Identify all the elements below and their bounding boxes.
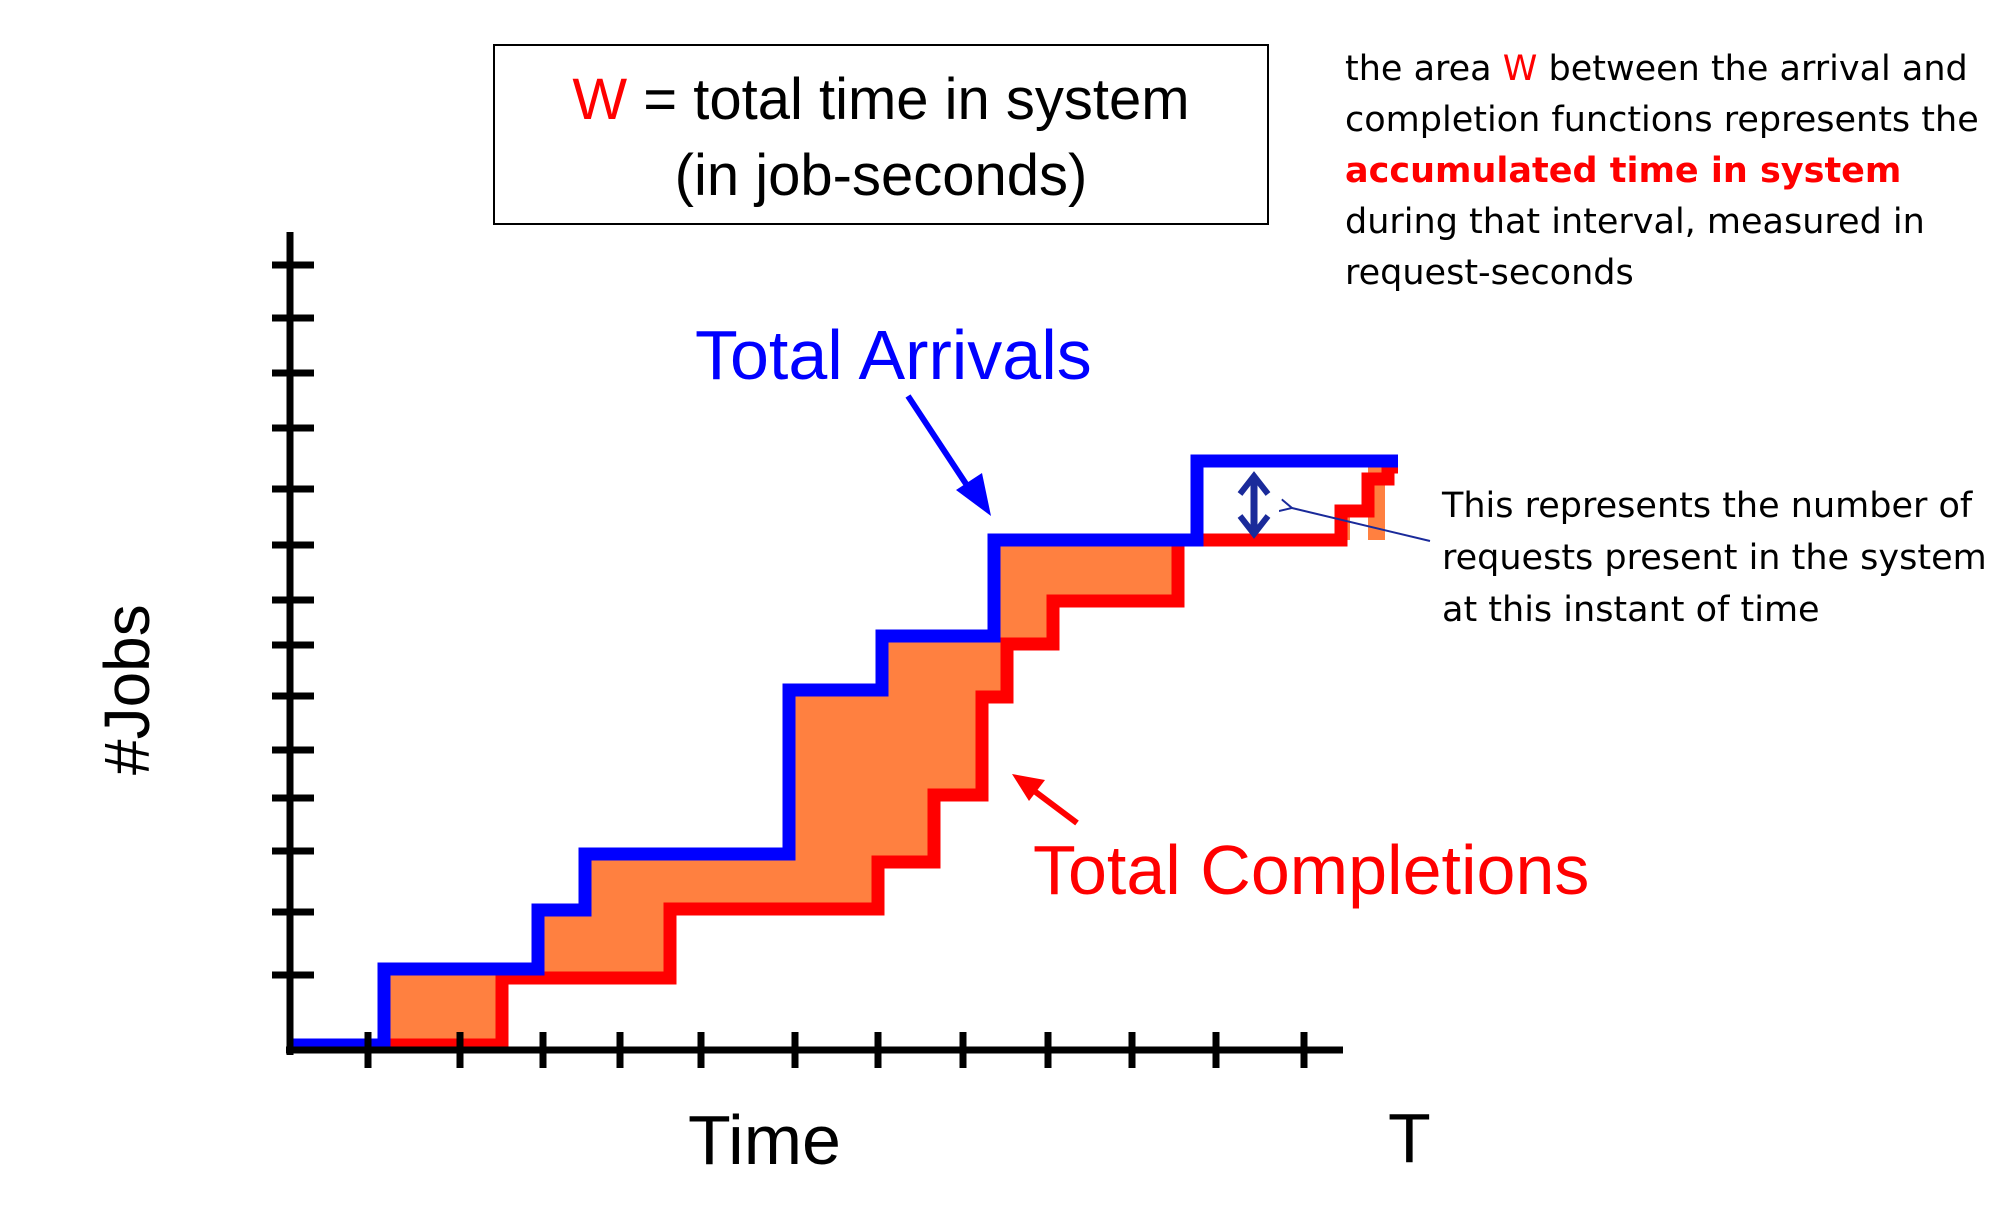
x-axis-ticks [364, 1032, 1308, 1068]
y-axis-label: #Jobs [91, 604, 163, 775]
queue-length-double-arrow [1237, 471, 1271, 539]
x-axis-label: Time [688, 1101, 841, 1179]
note-text-2: between the arrival and completion funct… [1345, 49, 1979, 140]
area-explanation-note: the area W between the arrival and compl… [1345, 44, 1985, 299]
note-text-1: the area [1345, 49, 1503, 89]
definition-line-2: (in job-seconds) [674, 143, 1088, 208]
x-axis-end-label: T [1388, 1099, 1431, 1177]
note-highlight: accumulated time in system [1345, 151, 1902, 191]
w-symbol: W [572, 67, 628, 132]
instant-explanation-note: This represents the number of requests p… [1442, 486, 1987, 630]
total-completions-label: Total Completions [1033, 831, 1590, 909]
y-axis-ticks [272, 261, 314, 979]
total-completions-line [386, 460, 1398, 1052]
note-w-symbol: W [1502, 49, 1538, 89]
definition-line-1: W = total time in system [495, 62, 1267, 138]
completions-label-arrow [1012, 774, 1079, 826]
total-arrivals-label: Total Arrivals [695, 316, 1092, 394]
note-pointer-line [1292, 508, 1431, 542]
arrivals-label-arrow [905, 394, 991, 516]
total-arrivals-line [292, 454, 1398, 1052]
accumulated-time-area [384, 461, 1385, 1045]
definition-text: = total time in system [627, 67, 1190, 132]
definition-box: W = total time in system (in job-seconds… [493, 44, 1269, 225]
note-text-3: during that interval, measured in reques… [1345, 202, 1925, 293]
